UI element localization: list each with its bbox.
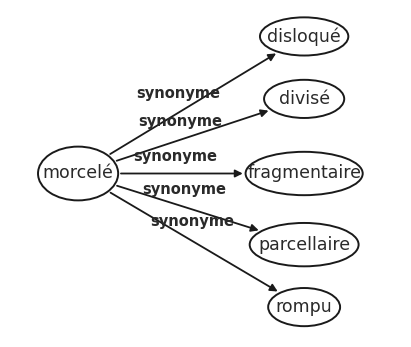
Ellipse shape xyxy=(264,80,344,118)
Text: rompu: rompu xyxy=(276,298,332,316)
Ellipse shape xyxy=(260,17,349,56)
Text: parcellaire: parcellaire xyxy=(258,236,350,254)
Text: synonyme: synonyme xyxy=(134,149,217,164)
Text: synonyme: synonyme xyxy=(143,181,226,197)
Text: synonyme: synonyme xyxy=(136,86,220,101)
Ellipse shape xyxy=(38,147,118,200)
Text: fragmentaire: fragmentaire xyxy=(247,164,361,183)
Text: divisé: divisé xyxy=(279,90,330,108)
Ellipse shape xyxy=(250,223,358,266)
Ellipse shape xyxy=(246,152,363,195)
Ellipse shape xyxy=(268,288,340,326)
Text: synonyme: synonyme xyxy=(139,114,223,129)
Text: morcelé: morcelé xyxy=(43,164,113,183)
Text: synonyme: synonyme xyxy=(150,214,234,229)
Text: disloqué: disloqué xyxy=(267,27,341,46)
